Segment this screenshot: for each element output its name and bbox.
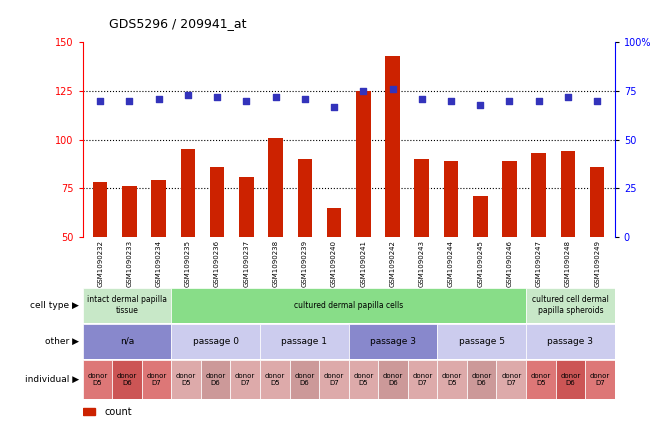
Text: donor
D6: donor D6: [471, 373, 492, 386]
Bar: [201, 360, 231, 399]
Point: [270, 93, 281, 100]
Point: [212, 93, 222, 100]
Point: [299, 95, 310, 102]
Text: donor
D5: donor D5: [264, 373, 285, 386]
Text: passage 3: passage 3: [370, 337, 416, 346]
Bar: [585, 360, 615, 399]
Bar: [438, 324, 526, 359]
Text: donor
D7: donor D7: [146, 373, 167, 386]
Bar: [83, 324, 171, 359]
Point: [153, 95, 164, 102]
Bar: [408, 360, 438, 399]
Bar: [83, 288, 171, 323]
Text: donor
D5: donor D5: [176, 373, 196, 386]
Text: donor
D7: donor D7: [590, 373, 610, 386]
Text: donor
D7: donor D7: [324, 373, 344, 386]
Bar: [526, 324, 615, 359]
Bar: [239, 176, 254, 334]
Bar: [112, 360, 141, 399]
Point: [329, 103, 339, 110]
Bar: [141, 360, 171, 399]
Point: [446, 97, 456, 104]
Text: donor
D7: donor D7: [501, 373, 522, 386]
Bar: [231, 360, 260, 399]
Text: n/a: n/a: [120, 337, 134, 346]
Point: [182, 91, 193, 98]
Bar: [268, 137, 283, 334]
Bar: [473, 196, 488, 334]
Bar: [561, 151, 575, 334]
Bar: [438, 360, 467, 399]
Bar: [83, 408, 95, 415]
Text: intact dermal papilla
tissue: intact dermal papilla tissue: [87, 296, 167, 315]
Bar: [210, 167, 225, 334]
Bar: [180, 149, 195, 334]
Bar: [385, 56, 400, 334]
Bar: [93, 182, 108, 334]
Text: donor
D7: donor D7: [412, 373, 433, 386]
Bar: [502, 161, 517, 334]
Point: [124, 97, 135, 104]
Bar: [297, 159, 312, 334]
Bar: [260, 324, 348, 359]
Text: donor
D6: donor D6: [117, 373, 137, 386]
Point: [563, 93, 573, 100]
Text: donor
D7: donor D7: [235, 373, 255, 386]
Text: passage 0: passage 0: [192, 337, 239, 346]
Bar: [356, 91, 371, 334]
Bar: [467, 360, 496, 399]
Text: passage 1: passage 1: [282, 337, 327, 346]
Text: individual ▶: individual ▶: [25, 375, 79, 384]
Point: [592, 97, 602, 104]
Bar: [171, 360, 201, 399]
Bar: [171, 324, 260, 359]
Text: passage 5: passage 5: [459, 337, 505, 346]
Bar: [171, 288, 526, 323]
Text: cultured cell dermal
papilla spheroids: cultured cell dermal papilla spheroids: [532, 296, 609, 315]
Bar: [496, 360, 526, 399]
Bar: [444, 161, 458, 334]
Bar: [531, 153, 546, 334]
Text: cell type ▶: cell type ▶: [30, 301, 79, 310]
Text: cultured dermal papilla cells: cultured dermal papilla cells: [294, 301, 403, 310]
Text: donor
D5: donor D5: [442, 373, 462, 386]
Text: donor
D6: donor D6: [561, 373, 580, 386]
Point: [358, 88, 369, 94]
Bar: [590, 167, 605, 334]
Bar: [526, 288, 615, 323]
Bar: [151, 181, 166, 334]
Text: count: count: [104, 407, 132, 417]
Text: donor
D5: donor D5: [87, 373, 108, 386]
Bar: [556, 360, 585, 399]
Bar: [349, 324, 438, 359]
Point: [387, 85, 398, 92]
Bar: [83, 360, 112, 399]
Text: donor
D5: donor D5: [354, 373, 373, 386]
Bar: [414, 159, 429, 334]
Point: [475, 101, 486, 108]
Point: [241, 97, 252, 104]
Bar: [260, 360, 290, 399]
Bar: [526, 360, 556, 399]
Text: other ▶: other ▶: [46, 337, 79, 346]
Point: [95, 97, 106, 104]
Text: GDS5296 / 209941_at: GDS5296 / 209941_at: [109, 17, 247, 30]
Bar: [349, 360, 378, 399]
Text: donor
D6: donor D6: [206, 373, 226, 386]
Bar: [319, 360, 349, 399]
Bar: [122, 186, 137, 334]
Point: [416, 95, 427, 102]
Bar: [290, 360, 319, 399]
Text: donor
D6: donor D6: [383, 373, 403, 386]
Text: passage 3: passage 3: [547, 337, 594, 346]
Point: [504, 97, 515, 104]
Bar: [327, 208, 341, 334]
Bar: [378, 360, 408, 399]
Point: [533, 97, 544, 104]
Text: donor
D5: donor D5: [531, 373, 551, 386]
Text: donor
D6: donor D6: [294, 373, 315, 386]
